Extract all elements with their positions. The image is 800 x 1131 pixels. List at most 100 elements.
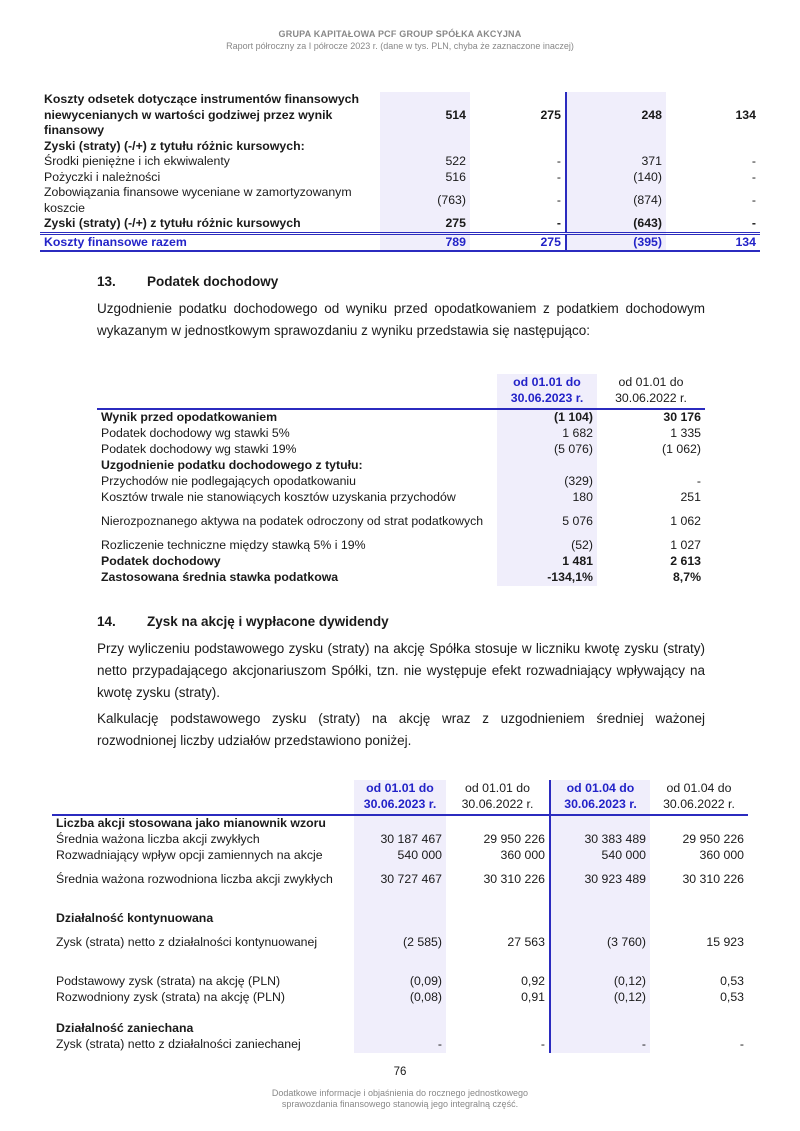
row-label: Średnia ważona liczba akcji zwykłych [56,831,260,846]
section-14-text-1: Przy wyliczeniu podstawowego zysku (stra… [97,641,705,700]
row-label: Koszty finansowe razem [40,231,380,252]
row-value: 0,91 [521,989,545,1004]
row-label: Podstawowy zysk (strata) na akcję (PLN) [56,973,281,988]
row-value: - [556,216,561,230]
table-row: Rozwadniający wpływ opcji zamiennych na … [52,847,748,864]
row-label: Liczba akcji stosowana jako mianownik wz… [56,816,326,830]
row-value [597,458,705,474]
row-value [650,1006,748,1021]
row-label [52,896,354,911]
row-label: Przychodów nie podlegających opodatkowan… [101,473,356,488]
row-label: Pożyczki i należności [44,169,161,184]
row-value: 1 481 [497,553,597,570]
row-value [354,1020,446,1037]
finance-costs-table: Koszty odsetek dotyczące instrumentów fi… [40,92,760,252]
row-value: 360 000 [699,847,744,862]
row-label: Zastosowana średnia stawka podatkowa [101,569,339,584]
row-label: Zysk (strata) netto z działalności konty… [56,934,318,949]
row-value: 371 [565,154,666,170]
row-label: Działalność zaniechana [56,1020,194,1035]
row-value [565,138,666,154]
row-value: 8,7% [672,569,701,584]
row-value [650,911,748,927]
row-value: 0,53 [720,989,744,1004]
row-label: Rozwadniający wpływ opcji zamiennych na … [56,847,323,862]
row-value: - [751,192,756,207]
table-row [52,1005,748,1021]
row-value: 1 062 [670,513,701,528]
header-row: od 01.01 do 30.06.2023 r. od 01.01 do 30.… [97,374,705,409]
section-title: Zysk na akcję i wypłacone dywidendy [147,614,389,629]
row-value: - [540,1036,545,1051]
table-row: Pożyczki i należności 516- (140) - [40,169,760,185]
row-value: - [751,154,756,168]
row-value [650,815,748,832]
row-value: 30 383 489 [549,831,650,848]
row-value [650,1021,748,1037]
row-value [549,815,650,832]
row-value [354,895,446,911]
row-label [52,1006,354,1021]
row-value: 30 176 [663,410,701,424]
row-value [446,815,550,832]
row-value: 540 000 [549,847,650,864]
row-value [497,457,597,474]
row-value: 1 335 [670,425,701,440]
row-label [52,959,354,974]
row-value [549,895,650,911]
row-value [446,1021,550,1037]
row-label: Nierozpoznanego aktywa na podatek odrocz… [101,513,484,528]
row-value: 0,92 [521,973,545,988]
column-header: od 01.01 do 30.06.2023 r. [354,780,446,815]
row-value: - [739,1036,744,1051]
row-value [549,1005,650,1021]
row-value: 275 [540,107,561,122]
row-value: 360 000 [500,847,545,862]
table-row: Średnia ważona rozwodniona liczba akcji … [52,863,748,896]
row-value [354,815,446,832]
row-value: 275 [380,216,470,233]
section-14-heading: 14. Zysk na akcję i wypłacone dywidendy [97,614,389,629]
table-row: Liczba akcji stosowana jako mianownik wz… [52,815,748,832]
row-value: 15 923 [706,934,744,949]
row-label: Środki pieniężne i ich ekwiwalenty [44,154,230,168]
row-value [354,910,446,927]
row-value: 29 950 226 [682,831,744,846]
row-label: Uzgodnienie podatku dochodowego z tytułu… [101,457,363,472]
row-value: (329) [497,473,597,490]
row-label: Średnia ważona rozwodniona liczba akcji … [56,871,333,886]
row-label: Koszty odsetek dotyczące instrumentów fi… [44,92,360,137]
row-value [354,958,446,974]
row-value: 27 563 [507,934,545,949]
eps-table: od 01.01 do 30.06.2023 r. od 01.01 do 30.… [52,780,748,1053]
row-value [470,139,566,155]
row-value: 2 613 [670,553,701,568]
column-header: od 01.04 do 30.06.2023 r. [549,780,650,815]
row-value: (763) [380,185,470,216]
row-value [380,138,470,154]
row-value: 522 [380,154,470,170]
row-value: 5 076 [497,505,597,538]
table-row: Zysk (strata) netto z działalności konty… [52,926,748,959]
table-row: Koszty odsetek dotyczące instrumentów fi… [40,92,760,139]
table-row: Podatek dochodowy wg stawki 5% 1 682 1 335 [97,425,705,442]
row-label: Zyski (straty) (-/+) z tytułu różnic kur… [44,216,301,230]
row-value: 30 187 467 [354,831,446,848]
row-value: (0,09) [354,973,446,990]
section-14-text-2: Kalkulację podstawowego zysku (straty) n… [97,711,705,748]
row-value: (0,12) [549,973,650,990]
report-company: GRUPA KAPITAŁOWA PCF GROUP SPÓŁKA AKCYJN… [278,29,522,39]
table-row: Rozliczenie techniczne między stawką 5% … [97,537,705,554]
row-value [549,1020,650,1037]
table-row: Podatek dochodowy 1 481 2 613 [97,553,705,570]
row-value: (395) [565,231,666,252]
section-number: 13. [97,274,116,289]
row-value: - [556,192,561,207]
table-row: Podatek dochodowy wg stawki 19% (5 076) (1… [97,441,705,458]
row-value [446,1006,550,1021]
row-value: (140) [565,169,666,185]
row-value [549,958,650,974]
row-label: Podatek dochodowy wg stawki 19% [101,441,297,456]
row-value: 275 [470,231,566,252]
row-value: 789 [380,231,470,252]
